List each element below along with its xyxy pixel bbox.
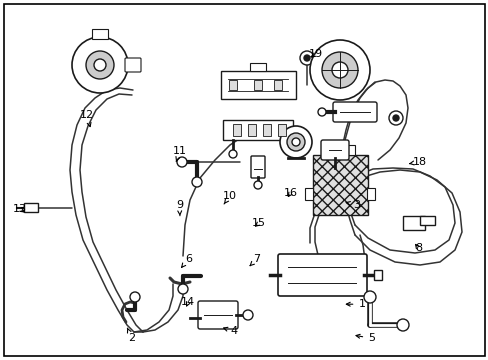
Circle shape: [86, 51, 114, 79]
Bar: [312, 155, 367, 215]
Bar: [325, 145, 354, 155]
Bar: [273, 80, 282, 90]
Circle shape: [363, 291, 375, 303]
Text: 10: 10: [223, 191, 236, 204]
Circle shape: [243, 310, 252, 320]
Text: 18: 18: [409, 157, 426, 167]
Circle shape: [286, 133, 305, 151]
Text: 12: 12: [80, 110, 94, 127]
Bar: [247, 124, 256, 136]
Bar: [228, 80, 237, 90]
Bar: [305, 188, 312, 200]
Circle shape: [130, 292, 140, 302]
FancyBboxPatch shape: [278, 254, 366, 296]
Bar: [232, 124, 241, 136]
Bar: [366, 188, 374, 200]
Circle shape: [72, 37, 128, 93]
FancyBboxPatch shape: [198, 301, 238, 329]
Text: 19: 19: [308, 49, 322, 59]
Text: 9: 9: [176, 200, 183, 216]
Text: 11: 11: [173, 146, 186, 162]
Bar: [223, 120, 292, 140]
Bar: [402, 216, 424, 230]
Bar: [92, 29, 108, 39]
Bar: [249, 63, 265, 71]
FancyBboxPatch shape: [320, 140, 348, 160]
Circle shape: [299, 51, 313, 65]
Circle shape: [388, 111, 402, 125]
Bar: [24, 203, 38, 212]
Text: 16: 16: [284, 188, 297, 198]
Circle shape: [331, 62, 347, 78]
Text: 4: 4: [223, 326, 237, 336]
Circle shape: [396, 319, 408, 331]
Text: 3: 3: [346, 200, 360, 210]
FancyBboxPatch shape: [250, 156, 264, 178]
Circle shape: [94, 59, 106, 71]
Circle shape: [321, 52, 357, 88]
Bar: [263, 124, 270, 136]
Bar: [419, 216, 434, 225]
FancyBboxPatch shape: [125, 58, 141, 72]
Text: 6: 6: [181, 254, 191, 267]
Circle shape: [309, 40, 369, 100]
Text: 15: 15: [252, 218, 265, 228]
Text: 8: 8: [414, 243, 421, 253]
Text: 1: 1: [346, 299, 365, 309]
Circle shape: [228, 150, 237, 158]
Circle shape: [304, 55, 309, 61]
Text: 5: 5: [355, 333, 374, 343]
Text: 14: 14: [181, 297, 195, 307]
Circle shape: [291, 138, 299, 146]
Bar: [373, 270, 381, 280]
Circle shape: [177, 157, 186, 167]
Circle shape: [317, 108, 325, 116]
Text: 13: 13: [13, 204, 26, 214]
Circle shape: [192, 177, 202, 187]
Circle shape: [253, 181, 262, 189]
Text: 2: 2: [127, 328, 135, 343]
Text: 7: 7: [249, 254, 260, 266]
Bar: [278, 124, 285, 136]
FancyBboxPatch shape: [332, 102, 376, 122]
Bar: [253, 80, 262, 90]
Circle shape: [280, 126, 311, 158]
Bar: [221, 71, 295, 99]
Circle shape: [178, 284, 187, 294]
Circle shape: [392, 115, 398, 121]
